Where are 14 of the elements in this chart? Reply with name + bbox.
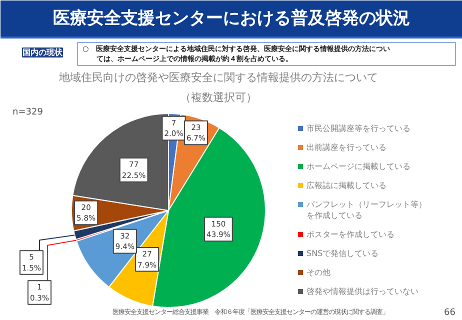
text: 66 bbox=[444, 308, 456, 318]
legend-label: ポスターを作成している bbox=[306, 230, 394, 239]
legend-label: パンフレット（リーフレット等）を作成している bbox=[306, 200, 426, 220]
legend-label: 市民公開講座等を行っている bbox=[306, 124, 410, 133]
legend-label: 出前講座を行っている bbox=[306, 143, 386, 152]
text: 国内の現状 bbox=[22, 48, 64, 57]
chart-subtitle: 地域住民向けの啓発や医療安全に関する情報提供の方法について（複数選択可） bbox=[58, 71, 378, 104]
legend-label: ホームページに掲載している bbox=[306, 162, 410, 171]
legend-label: SNSで発信している bbox=[306, 249, 379, 258]
text: n=329 bbox=[12, 108, 44, 118]
legend-label: 啓発や情報提供は行っていない bbox=[306, 287, 418, 296]
chart-title: 医療安全支援センターにおける普及啓発の状況 bbox=[53, 8, 410, 28]
legend-label: その他 bbox=[306, 268, 330, 277]
legend-label: 広報誌に掲載している bbox=[306, 181, 386, 190]
